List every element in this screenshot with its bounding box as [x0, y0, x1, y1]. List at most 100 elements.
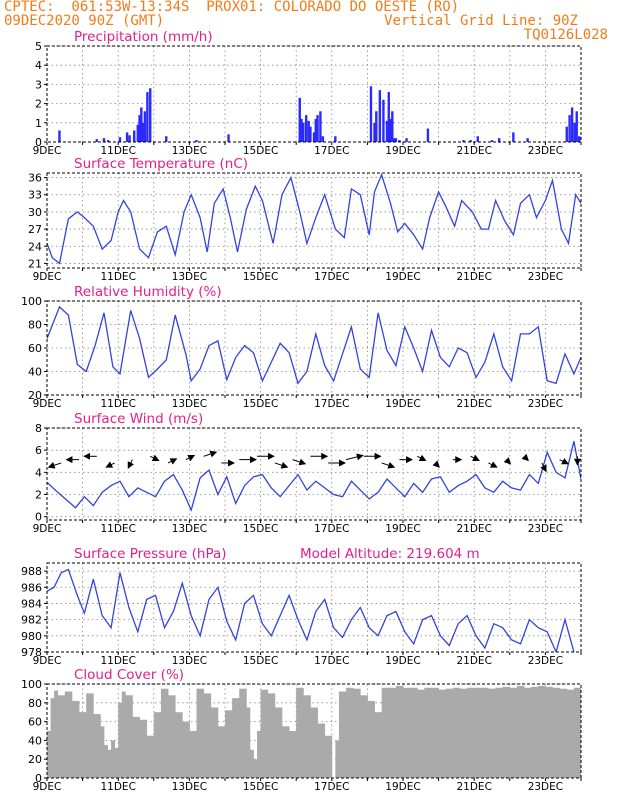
x-tick-label: 19DEC — [385, 781, 420, 793]
x-tick-label: 9DEC — [33, 145, 62, 157]
panel-5: 978 980 982 984 986 988 9DEC 11DEC 13DEC 15DEC 17D… — [21, 546, 582, 667]
x-tick-label: 11DEC — [100, 145, 135, 157]
series-line — [47, 568, 575, 652]
cloud-bar — [488, 688, 496, 778]
x-tick-label: 17DEC — [314, 523, 349, 535]
cloud-bar — [310, 707, 318, 778]
precip-bar — [590, 121, 592, 142]
precip-bar — [314, 118, 317, 142]
panel-title: Surface Temperature (nC) — [74, 156, 248, 172]
panel-title: Precipitation (mm/h) — [74, 29, 213, 45]
precip-bar — [316, 115, 319, 142]
cloud-bar — [431, 687, 439, 778]
y-tick-label: 984 — [21, 597, 42, 610]
x-tick-label: 23DEC — [528, 781, 563, 793]
cloud-bar — [531, 686, 539, 778]
y-tick-label: 6 — [35, 444, 42, 457]
cloud-bar — [189, 731, 197, 778]
precip-bar — [565, 126, 568, 142]
precip-bar — [382, 99, 385, 142]
precip-bar — [312, 132, 316, 142]
wind-arrow — [185, 454, 196, 462]
x-tick-label: 15DEC — [243, 398, 278, 410]
precip-bar — [319, 111, 322, 142]
cloud-bar — [289, 731, 297, 778]
series-group — [47, 568, 575, 652]
cloud-bar — [424, 687, 432, 778]
precip-bar — [369, 86, 373, 142]
header-model-id: TQ0126L028 — [523, 27, 608, 43]
cloud-bar — [559, 688, 568, 778]
cloud-bar — [118, 702, 123, 778]
cloud-bar — [64, 691, 73, 778]
cloud-bar — [54, 690, 59, 778]
cloud-bar — [474, 687, 482, 778]
precip-bar — [149, 88, 152, 142]
cloud-bar — [160, 688, 169, 778]
precip-bar — [378, 90, 382, 142]
precip-bar — [141, 122, 145, 142]
cloud-bar — [566, 689, 575, 778]
cloud-bar — [495, 687, 504, 778]
precip-bar — [391, 111, 394, 142]
cloud-bar — [100, 726, 105, 778]
precip-bar — [570, 107, 574, 142]
x-tick-label: 13DEC — [172, 523, 207, 535]
y-tick-label: 1 — [35, 117, 42, 130]
panel-1: 0 1 2 3 4 5 9DEC 11DEC 13DEC 15DEC 17DEC 19DEC 21DEC… — [33, 29, 592, 157]
x-tick-label: 23DEC — [528, 145, 563, 157]
panel-frame — [46, 427, 582, 521]
precip-bar — [526, 138, 529, 142]
precip-bar — [398, 140, 401, 142]
wind-arrow — [274, 461, 289, 469]
x-tick-label: 11DEC — [100, 398, 135, 410]
y-tick-label: 4 — [35, 59, 42, 72]
cloud-bar — [107, 749, 112, 778]
wind-arrow — [203, 450, 218, 458]
cloud-bar — [121, 691, 126, 778]
cloud-bar — [552, 687, 561, 778]
y-tick-label: 36 — [28, 172, 42, 185]
panel-frame — [46, 300, 582, 396]
wind-arrow — [105, 461, 115, 468]
series-group — [47, 685, 581, 778]
x-tick-label: 21DEC — [456, 398, 491, 410]
y-tick-label: 0 — [35, 772, 42, 785]
panel-3: 20 40 60 80 100 9DEC 11DEC 13DEC 15DEC 17DEC 19DEC… — [21, 284, 582, 410]
cloud-bar — [86, 693, 94, 778]
series-group — [47, 305, 581, 385]
x-tick-label: 21DEC — [456, 781, 491, 793]
x-tick-label: 9DEC — [33, 398, 62, 410]
precip-bar — [476, 136, 479, 142]
series-group — [47, 173, 581, 265]
cloud-bar — [225, 710, 233, 778]
x-tick-label: 19DEC — [385, 398, 420, 410]
y-tick-label: 60 — [28, 342, 42, 355]
y-tick-label: 27 — [28, 223, 42, 236]
x-tick-label: 13DEC — [172, 145, 207, 157]
precip-bar — [195, 140, 198, 142]
x-tick-label: 17DEC — [314, 271, 349, 283]
cloud-bar — [153, 712, 162, 778]
panel-title: Surface Wind (m/s) — [74, 411, 203, 427]
x-tick-label: 13DEC — [172, 655, 207, 667]
panel-4: 0 2 4 6 8 9DEC 11DEC 13DEC 15DEC 17DEC 19DEC 21DEC 2… — [33, 411, 582, 535]
wind-arrow — [345, 453, 364, 461]
cloud-bar — [452, 687, 461, 778]
cloud-bar — [125, 695, 133, 778]
cloud-bar — [93, 714, 101, 778]
cloud-bar — [403, 687, 411, 778]
wind-arrow — [503, 457, 512, 465]
x-tick-label: 23DEC — [528, 271, 563, 283]
precip-bar — [136, 124, 139, 142]
header-date: 09DEC2020 90Z (GMT) — [4, 13, 165, 29]
cloud-bar — [346, 687, 354, 778]
precip-bar — [298, 97, 301, 142]
precip-bar — [426, 128, 430, 142]
precip-bar — [497, 138, 501, 142]
x-tick-label: 15DEC — [243, 271, 278, 283]
x-tick-label: 21DEC — [456, 145, 491, 157]
wind-arrow — [432, 460, 440, 468]
cloud-bar — [502, 686, 511, 778]
x-tick-label: 11DEC — [100, 655, 135, 667]
